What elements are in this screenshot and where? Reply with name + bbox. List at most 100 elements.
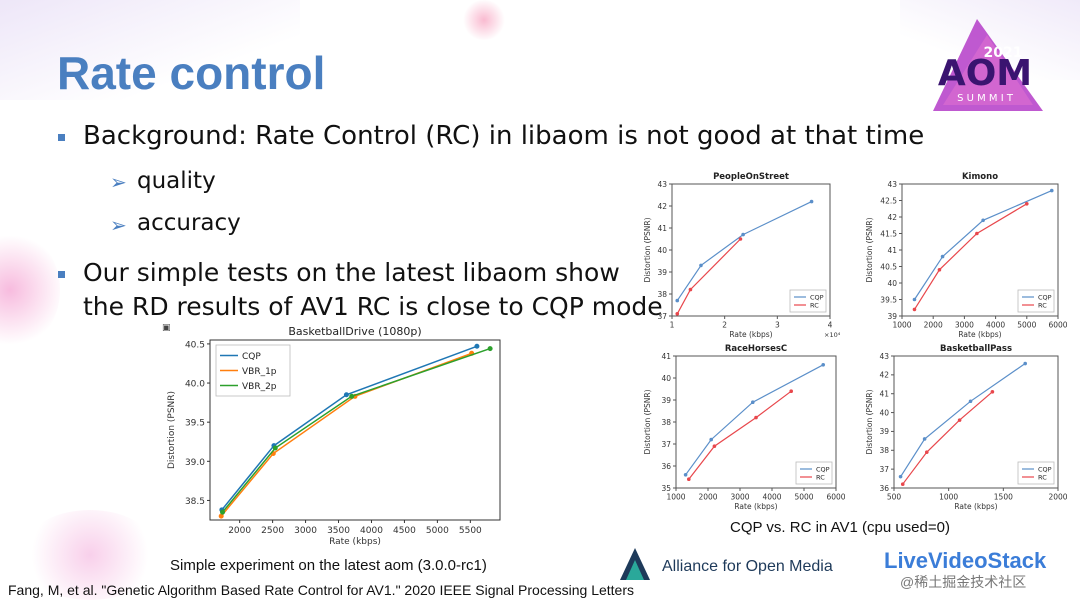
- y-tick-label: 40.0: [185, 380, 205, 390]
- legend-label-rc: RC: [810, 301, 819, 309]
- data-point-rc: [754, 415, 758, 420]
- legend-label-rc: RC: [1038, 301, 1047, 309]
- x-tick-label: 6000: [1048, 321, 1067, 330]
- x-tick-label: 6000: [826, 493, 845, 502]
- bullet-marker-2: [58, 271, 65, 278]
- y-axis-label: Distortion (PSNR): [865, 389, 874, 454]
- x-tick-label: 1000: [939, 493, 958, 502]
- y-tick-label: 39.5: [185, 419, 205, 429]
- summit-year: 2021: [984, 45, 1023, 61]
- sub-arrow-1: ➢: [110, 172, 127, 194]
- bullet-2-line-2: the RD results of AV1 RC is close to CQP…: [83, 292, 663, 321]
- data-point-cqp: [683, 473, 688, 477]
- y-tick-label: 41.5: [880, 229, 897, 238]
- data-point-rc: [937, 268, 942, 272]
- slide-title: Rate control: [57, 47, 326, 99]
- x-tick-label: 2000: [698, 493, 717, 502]
- bullet-marker-1: [58, 134, 65, 141]
- chart-basketballpass: BasketballPass 500 1000 1500 2000 36 37 38 39 40 4…: [865, 344, 1068, 511]
- series-line-cqp: [900, 363, 1026, 478]
- x-tick-label: 4000: [360, 526, 383, 536]
- legend-label-vbr_1p: VBR_1p: [242, 367, 277, 377]
- series-line-cqp: [685, 364, 824, 476]
- y-tick-label: 37: [661, 440, 671, 449]
- y-tick-label: 36: [879, 484, 889, 493]
- x-tick-label: 4500: [393, 526, 416, 536]
- data-point-cqp: [821, 363, 825, 367]
- data-point-rc: [925, 450, 929, 454]
- data-point-cqp: [751, 400, 755, 404]
- x-tick-label: 3: [775, 321, 780, 330]
- x-tick-label: 2: [722, 321, 727, 330]
- y-axis-label: Distortion (PSNR): [865, 217, 874, 282]
- legend-label-cqp: CQP: [810, 293, 824, 301]
- summit-word: S U M M I T: [957, 93, 1014, 104]
- sub-bullet-quality: quality: [137, 168, 216, 194]
- legend-box: [789, 289, 827, 313]
- x-tick-label: 4000: [986, 321, 1005, 330]
- x-tick-label: 3000: [955, 321, 974, 330]
- chart-title: BasketballPass: [940, 344, 1012, 354]
- toolbar-icon: ▣: [162, 323, 171, 333]
- data-point-cqp: [343, 392, 349, 398]
- x-axis-label: Rate (kbps): [958, 330, 1001, 339]
- y-tick-label: 43: [657, 180, 667, 189]
- y-tick-label: 38: [879, 446, 889, 455]
- legend-label-cqp: CQP: [816, 465, 830, 473]
- data-point-cqp: [699, 263, 703, 268]
- y-tick-label: 42: [879, 371, 889, 380]
- y-tick-label: 39.5: [880, 295, 897, 304]
- y-tick-label: 38: [661, 418, 671, 427]
- x-tick-label: 1500: [994, 493, 1013, 502]
- data-point-rc: [900, 482, 905, 487]
- y-tick-label: 42: [657, 202, 667, 211]
- legend-label-cqp: CQP: [1038, 293, 1052, 301]
- chart-title: PeopleOnStreet: [713, 172, 789, 182]
- x-tick-label: 2500: [261, 526, 284, 536]
- x-tick-label: 4000: [762, 493, 781, 502]
- series-line-rc: [913, 203, 1028, 310]
- data-point-cqp: [474, 343, 480, 349]
- x-tick-label: 2000: [228, 526, 251, 536]
- watermark: @稀土掘金技术社区: [900, 574, 1027, 590]
- x-axis-label: Rate (kbps): [329, 537, 381, 547]
- legend-label-cqp: CQP: [242, 352, 261, 362]
- data-point-vbr_1p: [218, 513, 224, 519]
- data-point-vbr_2p: [349, 393, 355, 399]
- y-tick-label: 42: [887, 213, 897, 222]
- y-tick-label: 38.5: [185, 497, 205, 507]
- data-point-rc: [957, 418, 962, 422]
- x-tick-label: 3000: [730, 493, 749, 502]
- legend-box: [1017, 461, 1055, 485]
- series-line-rc: [688, 390, 792, 480]
- x-tick-label: 3500: [327, 526, 350, 536]
- data-point-rc: [990, 390, 995, 394]
- data-point-cqp: [741, 232, 745, 237]
- x-tick-label: 5500: [459, 526, 482, 536]
- y-tick-label: 39.0: [185, 458, 205, 468]
- y-axis-label: Distortion (PSNR): [643, 217, 652, 282]
- x-tick-label: 2000: [1048, 493, 1067, 502]
- y-tick-label: 40: [657, 246, 667, 255]
- data-point-cqp: [809, 199, 814, 204]
- series-line-cqp: [676, 201, 812, 301]
- y-tick-label: 40: [879, 408, 889, 417]
- legend-label-vbr_2p: VBR_2p: [242, 382, 277, 392]
- y-tick-label: 39: [887, 312, 897, 321]
- y-tick-label: 39: [657, 268, 667, 277]
- legend-box: [795, 461, 833, 485]
- aom-logo-text: Alliance for Open Media: [662, 558, 833, 575]
- y-tick-label: 41: [657, 224, 667, 233]
- data-point-cqp: [981, 218, 985, 223]
- legend-label-cqp: CQP: [1038, 465, 1052, 473]
- decor-blob-top: [462, 0, 506, 40]
- data-point-rc: [975, 231, 979, 236]
- x-tick-label: 1000: [892, 321, 911, 330]
- data-point-cqp: [675, 298, 680, 303]
- x-axis-label: Rate (kbps): [954, 502, 997, 511]
- y-tick-label: 41: [879, 389, 889, 398]
- y-tick-label: 38: [657, 290, 667, 299]
- sub-arrow-2: ➢: [110, 215, 127, 237]
- series-line-rc: [902, 391, 993, 485]
- data-point-vbr_2p: [487, 346, 493, 352]
